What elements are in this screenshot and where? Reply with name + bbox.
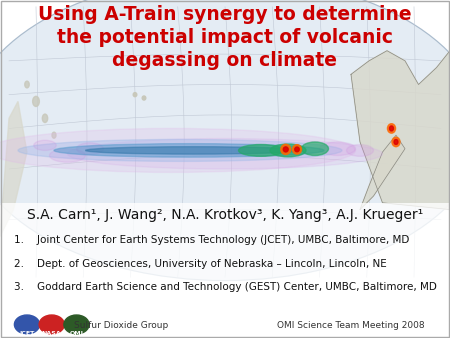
Polygon shape	[360, 135, 405, 210]
Polygon shape	[351, 51, 450, 210]
Ellipse shape	[133, 93, 137, 97]
Ellipse shape	[295, 147, 299, 152]
Ellipse shape	[86, 147, 302, 154]
Ellipse shape	[292, 145, 302, 154]
Ellipse shape	[346, 145, 374, 156]
Text: JCET: JCET	[19, 331, 35, 336]
Text: Using A-Train synergy to determine
the potential impact of volcanic
degassing on: Using A-Train synergy to determine the p…	[38, 5, 412, 70]
Ellipse shape	[50, 149, 86, 162]
Ellipse shape	[32, 96, 40, 106]
Text: OMI Science Team Meeting 2008: OMI Science Team Meeting 2008	[277, 321, 425, 330]
Ellipse shape	[52, 132, 56, 138]
Ellipse shape	[34, 140, 56, 150]
Text: NASA: NASA	[42, 331, 62, 336]
Ellipse shape	[387, 124, 396, 133]
Ellipse shape	[389, 126, 393, 131]
Ellipse shape	[394, 139, 398, 145]
Circle shape	[14, 315, 40, 334]
Text: S.A. Carn¹, J. Wang², N.A. Krotkov³, K. Yang³, A.J. Krueger¹: S.A. Carn¹, J. Wang², N.A. Krotkov³, K. …	[27, 208, 423, 222]
Circle shape	[39, 315, 64, 334]
Ellipse shape	[0, 128, 356, 172]
Text: Sulfur Dioxide Group: Sulfur Dioxide Group	[74, 321, 169, 330]
Ellipse shape	[270, 144, 306, 157]
Ellipse shape	[25, 81, 29, 88]
Ellipse shape	[18, 139, 342, 162]
Ellipse shape	[54, 144, 324, 157]
Text: OMI: OMI	[69, 331, 84, 336]
Ellipse shape	[284, 147, 288, 152]
Text: 3.    Goddard Earth Science and Technology (GEST) Center, UMBC, Baltimore, MD: 3. Goddard Earth Science and Technology …	[14, 282, 436, 292]
Ellipse shape	[320, 142, 356, 155]
Ellipse shape	[281, 144, 291, 154]
Ellipse shape	[76, 143, 104, 154]
Ellipse shape	[302, 142, 328, 155]
FancyBboxPatch shape	[0, 203, 450, 338]
Ellipse shape	[142, 96, 146, 100]
Text: 2.    Dept. of Geosciences, University of Nebraska – Lincoln, Lincoln, NE: 2. Dept. of Geosciences, University of N…	[14, 259, 386, 269]
Ellipse shape	[42, 114, 48, 122]
Ellipse shape	[68, 139, 382, 169]
Text: 1.    Joint Center for Earth Systems Technology (JCET), UMBC, Baltimore, MD: 1. Joint Center for Earth Systems Techno…	[14, 235, 409, 245]
Polygon shape	[0, 101, 27, 237]
Ellipse shape	[392, 137, 400, 147]
Ellipse shape	[0, 0, 450, 281]
Circle shape	[64, 315, 89, 334]
Ellipse shape	[238, 145, 284, 156]
